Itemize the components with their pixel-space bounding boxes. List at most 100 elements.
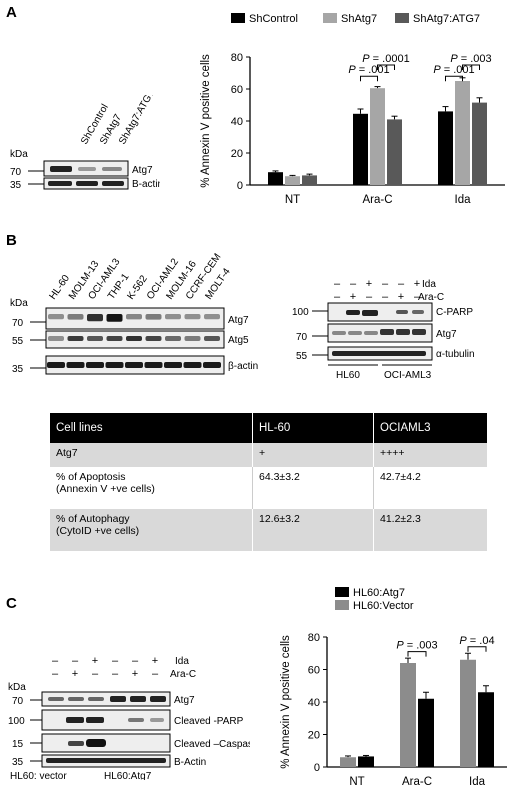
treatment-sign: + xyxy=(414,278,420,290)
band xyxy=(126,314,142,320)
bar xyxy=(285,176,300,185)
y-axis-label: % Annexin V positive cells xyxy=(280,635,292,769)
treatment-label: Ara-C xyxy=(170,669,196,680)
band xyxy=(144,362,163,368)
treatment-sign: + xyxy=(152,655,158,667)
band xyxy=(106,314,123,322)
band xyxy=(47,362,65,368)
table-cell: + xyxy=(252,443,374,467)
treatment-sign: + xyxy=(398,291,404,303)
marker-label: 100 xyxy=(292,307,309,318)
treatment-sign: – xyxy=(132,655,139,667)
marker-label: 70 xyxy=(296,332,308,343)
bar xyxy=(370,88,385,185)
legend-entry: HL60:Atg7 xyxy=(353,587,405,599)
table-header-cell: HL-60 xyxy=(252,413,374,443)
bar xyxy=(472,102,487,185)
band xyxy=(164,362,182,368)
legend-swatch xyxy=(231,13,245,23)
bar xyxy=(268,172,283,185)
table-row: Atg7 + ++++ xyxy=(50,443,487,467)
treatment-sign: – xyxy=(112,668,119,680)
panel-label-c: C xyxy=(6,595,17,612)
table-cell: 12.6±3.2 xyxy=(252,509,374,551)
bar xyxy=(358,756,374,767)
band xyxy=(48,314,64,320)
legend-swatch xyxy=(335,600,349,610)
band-label: Atg7 xyxy=(132,165,153,176)
x-tick-label: Ara-C xyxy=(402,776,432,788)
band-label: α-tubulin xyxy=(436,349,475,360)
treatment-sign: + xyxy=(72,668,78,680)
treatment-sign: – xyxy=(52,655,59,667)
band xyxy=(86,362,104,368)
band xyxy=(165,314,181,320)
band-label: Atg7 xyxy=(174,695,195,706)
band-label: B-actin xyxy=(132,179,160,190)
band xyxy=(87,314,103,322)
p-value-annotation: P = .0001 xyxy=(362,53,409,65)
y-tick-label: 0 xyxy=(314,762,320,774)
p-value-annotation: P = .003 xyxy=(396,640,437,652)
band-label: β-actin xyxy=(228,361,258,372)
bar-chart-a: 0 20 40 60 80 % Annexin V positive cells NT Ara… xyxy=(200,13,505,206)
band xyxy=(204,314,220,320)
table-cell: % of Apoptosis (Annexin V +ve cells) xyxy=(50,467,253,509)
kda-label: kDa xyxy=(8,682,26,693)
western-blot-b-treatment: – – + – – +– + – – + – Ida Ara-C 100 70 55 C-PARP … xyxy=(292,278,475,381)
treatment-sign: – xyxy=(52,668,59,680)
table-cell: 64.3±3.2 xyxy=(252,467,374,509)
treatment-label: Ida xyxy=(422,279,436,290)
table-cell: Atg7 xyxy=(50,443,253,467)
band xyxy=(66,362,85,368)
marker-label: 70 xyxy=(12,696,24,707)
x-tick-label: NT xyxy=(285,194,300,206)
x-tick-label: Ida xyxy=(455,194,472,206)
legend-entry: ShAtg7 xyxy=(341,13,377,25)
bar xyxy=(353,113,368,185)
band xyxy=(204,336,220,341)
marker-label: 35 xyxy=(12,757,24,768)
table-cell: ++++ xyxy=(373,443,487,467)
legend-swatch xyxy=(323,13,337,23)
bar xyxy=(302,175,317,185)
legend-entry: HL60:Vector xyxy=(353,600,414,612)
band xyxy=(125,362,143,368)
treatment-sign: – xyxy=(334,278,341,290)
marker-label: 35 xyxy=(10,180,22,191)
band-label: Cleaved –Caspase3 xyxy=(174,739,250,750)
band xyxy=(145,336,162,341)
western-blot-a: ShControl ShAtg7 ShAtg7:ATG7 kDa 70 35 A… xyxy=(10,95,160,191)
marker-label: 55 xyxy=(12,336,24,347)
bar xyxy=(438,111,453,185)
table-header-cell: Cell lines xyxy=(50,413,253,443)
band xyxy=(184,314,201,320)
y-tick-label: 20 xyxy=(308,730,320,742)
band xyxy=(203,362,221,368)
band xyxy=(145,314,162,320)
y-tick-label: 0 xyxy=(237,180,243,192)
marker-label: 70 xyxy=(12,318,24,329)
treatment-sign: + xyxy=(350,291,356,303)
table-header-row: Cell lines HL-60 OCIAML3 xyxy=(50,413,487,443)
y-tick-label: 40 xyxy=(308,697,320,709)
y-tick-label: 20 xyxy=(231,148,243,160)
band-label: C-PARP xyxy=(436,307,473,318)
bar xyxy=(455,81,470,185)
treatment-sign: + xyxy=(366,278,372,290)
band xyxy=(126,336,142,341)
p-value-annotation: P = .04 xyxy=(459,635,494,647)
band xyxy=(106,336,123,341)
y-tick-label: 40 xyxy=(231,116,243,128)
bar-chart-c: 0 20 40 60 80 % Annexin V positive cells NT Ara… xyxy=(280,587,507,788)
band-label: B-Actin xyxy=(174,757,206,768)
y-tick-label: 60 xyxy=(308,665,320,677)
treatment-sign: – xyxy=(366,291,373,303)
table-row: % of Autophagy (CytoID +ve cells) 12.6±3… xyxy=(50,509,487,551)
bar xyxy=(340,757,356,767)
band-label: Atg5 xyxy=(228,335,249,346)
kda-label: kDa xyxy=(10,298,28,309)
band xyxy=(165,336,181,341)
bar xyxy=(387,119,402,185)
p-value-annotation: P = .003 xyxy=(450,53,491,65)
